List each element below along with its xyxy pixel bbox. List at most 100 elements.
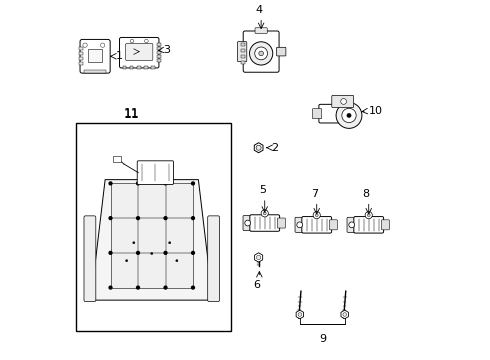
Circle shape bbox=[109, 286, 112, 289]
Circle shape bbox=[137, 251, 140, 254]
Circle shape bbox=[169, 242, 171, 244]
Circle shape bbox=[145, 39, 148, 43]
Circle shape bbox=[347, 113, 351, 118]
Bar bbox=[84, 70, 106, 73]
Circle shape bbox=[313, 212, 320, 219]
Circle shape bbox=[137, 182, 140, 185]
FancyBboxPatch shape bbox=[332, 95, 354, 108]
Circle shape bbox=[256, 255, 261, 260]
FancyBboxPatch shape bbox=[276, 47, 286, 56]
Bar bbox=[78, 57, 82, 60]
Bar bbox=[241, 61, 245, 64]
Circle shape bbox=[298, 313, 302, 316]
Circle shape bbox=[365, 212, 372, 219]
Circle shape bbox=[255, 47, 268, 60]
Circle shape bbox=[315, 214, 318, 217]
Bar bbox=[157, 59, 161, 62]
Text: 4: 4 bbox=[255, 5, 262, 15]
Bar bbox=[130, 66, 133, 69]
Circle shape bbox=[259, 51, 264, 56]
Bar bbox=[157, 47, 161, 50]
Circle shape bbox=[164, 182, 167, 185]
Text: 9: 9 bbox=[319, 334, 326, 344]
Circle shape bbox=[109, 182, 112, 185]
FancyBboxPatch shape bbox=[329, 220, 337, 230]
FancyBboxPatch shape bbox=[125, 44, 153, 60]
FancyBboxPatch shape bbox=[255, 28, 267, 33]
Circle shape bbox=[130, 39, 134, 43]
Circle shape bbox=[297, 222, 302, 228]
Circle shape bbox=[192, 286, 195, 289]
Text: 10: 10 bbox=[368, 106, 382, 116]
Circle shape bbox=[109, 251, 112, 254]
FancyBboxPatch shape bbox=[243, 216, 254, 230]
FancyBboxPatch shape bbox=[277, 218, 285, 228]
Bar bbox=[241, 49, 245, 52]
Text: 7: 7 bbox=[311, 189, 318, 199]
Circle shape bbox=[341, 99, 346, 104]
Bar bbox=[78, 51, 82, 55]
Circle shape bbox=[164, 286, 167, 289]
Circle shape bbox=[249, 42, 273, 65]
Circle shape bbox=[342, 108, 356, 123]
Circle shape bbox=[192, 217, 195, 220]
Text: 6: 6 bbox=[253, 280, 260, 291]
FancyBboxPatch shape bbox=[302, 217, 332, 233]
FancyBboxPatch shape bbox=[120, 37, 159, 68]
Bar bbox=[137, 66, 141, 69]
FancyBboxPatch shape bbox=[347, 217, 358, 232]
Circle shape bbox=[263, 212, 266, 215]
Circle shape bbox=[164, 251, 167, 254]
FancyBboxPatch shape bbox=[80, 40, 110, 73]
Bar bbox=[157, 55, 161, 58]
Circle shape bbox=[100, 43, 105, 47]
Text: 11: 11 bbox=[124, 108, 140, 121]
Circle shape bbox=[256, 145, 261, 150]
FancyBboxPatch shape bbox=[243, 31, 279, 72]
Circle shape bbox=[261, 210, 269, 217]
Text: 2: 2 bbox=[271, 143, 278, 153]
Circle shape bbox=[151, 252, 153, 255]
Circle shape bbox=[343, 313, 346, 316]
FancyBboxPatch shape bbox=[250, 215, 280, 231]
Circle shape bbox=[192, 251, 195, 254]
Bar bbox=[122, 66, 126, 69]
Bar bbox=[88, 49, 102, 62]
Bar bbox=[78, 46, 82, 50]
Bar bbox=[144, 66, 148, 69]
Circle shape bbox=[137, 286, 140, 289]
Circle shape bbox=[137, 217, 140, 220]
FancyBboxPatch shape bbox=[208, 216, 220, 302]
Bar bbox=[113, 156, 121, 162]
Polygon shape bbox=[91, 180, 213, 300]
FancyBboxPatch shape bbox=[238, 41, 247, 62]
Circle shape bbox=[245, 220, 250, 226]
Bar bbox=[241, 43, 245, 46]
FancyBboxPatch shape bbox=[381, 220, 390, 230]
Bar bbox=[78, 62, 82, 65]
FancyBboxPatch shape bbox=[84, 216, 96, 302]
Text: 11: 11 bbox=[124, 107, 140, 120]
Circle shape bbox=[336, 103, 362, 129]
Text: 3: 3 bbox=[163, 45, 170, 55]
Circle shape bbox=[83, 43, 87, 47]
Bar bbox=[241, 55, 245, 58]
Circle shape bbox=[109, 217, 112, 220]
Circle shape bbox=[164, 217, 167, 220]
Circle shape bbox=[349, 222, 355, 228]
Bar bbox=[111, 183, 193, 288]
Circle shape bbox=[125, 260, 128, 262]
Bar bbox=[157, 51, 161, 54]
Circle shape bbox=[176, 260, 178, 262]
FancyBboxPatch shape bbox=[354, 217, 384, 233]
Bar bbox=[151, 66, 155, 69]
Text: 8: 8 bbox=[363, 189, 370, 199]
Circle shape bbox=[133, 242, 135, 244]
FancyBboxPatch shape bbox=[313, 109, 322, 119]
Circle shape bbox=[192, 182, 195, 185]
FancyBboxPatch shape bbox=[319, 104, 345, 123]
FancyBboxPatch shape bbox=[295, 217, 306, 232]
Circle shape bbox=[368, 214, 370, 217]
FancyBboxPatch shape bbox=[137, 161, 173, 184]
Text: 5: 5 bbox=[259, 185, 266, 195]
